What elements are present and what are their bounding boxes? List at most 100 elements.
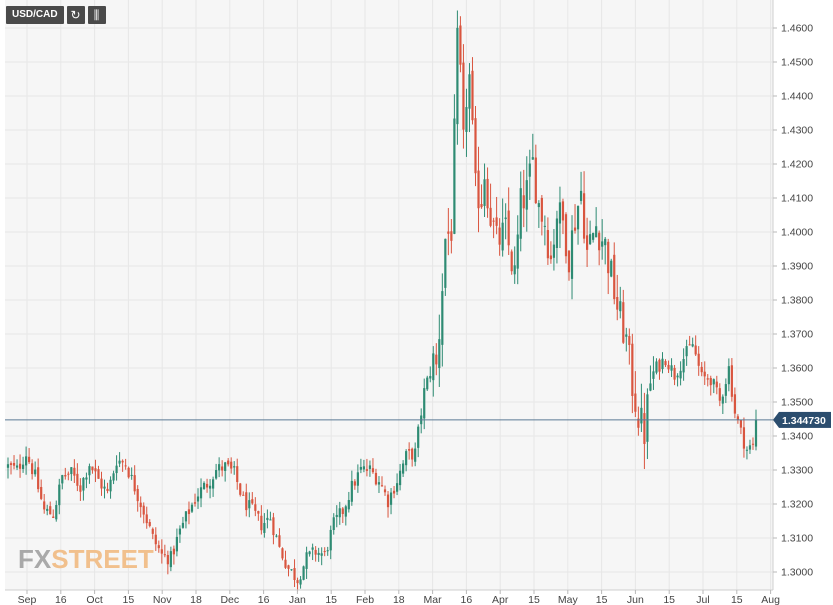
y-tick-label: 1.4500 xyxy=(781,57,813,69)
candle-body xyxy=(67,473,70,475)
candle-body xyxy=(555,218,559,249)
candle-body xyxy=(43,501,46,510)
candle-body xyxy=(742,427,746,449)
y-axis: 1.3000 1.3100 1.3200 1.3300 1.3400 1.3500 1.36… xyxy=(773,23,813,579)
candle-body xyxy=(661,358,664,370)
candle-body xyxy=(468,74,471,109)
candle-body xyxy=(438,339,441,369)
candle-body xyxy=(564,214,568,257)
candle-body xyxy=(682,359,685,373)
candle-body xyxy=(254,504,257,511)
candle-body xyxy=(679,370,682,379)
y-tick-label: 1.4400 xyxy=(781,91,813,103)
candle-body xyxy=(106,488,109,492)
candle-body xyxy=(486,178,489,209)
candle-body xyxy=(417,426,420,448)
candle-body xyxy=(748,445,752,450)
y-tick-label: 1.4600 xyxy=(781,23,813,35)
candle-body xyxy=(613,254,616,300)
candle-body xyxy=(489,207,492,226)
candle-body xyxy=(631,343,634,396)
current-price-label: 1.344730 xyxy=(782,415,826,427)
candle-body xyxy=(658,359,661,372)
refresh-icon[interactable]: ↻ xyxy=(66,6,85,24)
candle-body xyxy=(31,463,34,475)
x-tick-label: 16 xyxy=(55,594,67,605)
candle-body xyxy=(589,234,592,245)
candle-body xyxy=(187,509,191,515)
candle-body xyxy=(462,62,465,130)
y-tick-label: 1.4200 xyxy=(781,159,813,171)
candle-body xyxy=(540,197,543,222)
candle-body xyxy=(637,418,640,428)
candle-body xyxy=(676,375,679,378)
candle-body xyxy=(242,494,245,496)
candle-body xyxy=(694,345,697,355)
candle-body xyxy=(278,535,281,547)
candle-body xyxy=(643,413,646,444)
candle-body xyxy=(546,230,549,259)
candle-body xyxy=(257,511,260,514)
candle-body xyxy=(498,227,501,245)
y-tick-label: 1.3600 xyxy=(781,363,813,375)
candle-body xyxy=(673,367,676,380)
candle-body xyxy=(58,484,61,506)
candle-body xyxy=(447,231,450,234)
indicators-icon[interactable]: ⫼ xyxy=(87,6,106,24)
candle-body xyxy=(49,506,52,515)
chart-toolbar: USD/CAD ↻ ⫼ xyxy=(6,6,106,24)
candle-body xyxy=(82,477,85,491)
candle-body xyxy=(386,494,390,508)
x-tick-label: 16 xyxy=(258,594,270,605)
x-axis: Sep 16 Oct 15 Nov 18 Dec 16 Jan 15 Feb 18 Mar 16 Apr 15… xyxy=(18,590,780,605)
candle-body xyxy=(341,508,344,514)
candle-body xyxy=(721,396,724,404)
candle-body xyxy=(55,505,58,520)
candle-body xyxy=(377,482,381,485)
candle-body xyxy=(435,354,438,365)
candle-body xyxy=(166,554,169,565)
candle-body xyxy=(628,336,631,346)
candle-body xyxy=(507,210,510,246)
candle-body xyxy=(640,407,643,424)
candle-body xyxy=(218,464,221,471)
symbol-button[interactable]: USD/CAD xyxy=(6,6,64,24)
x-tick-label: 15 xyxy=(663,594,675,605)
y-tick-label: 1.3400 xyxy=(781,431,813,443)
x-tick-label: May xyxy=(558,594,579,605)
candle-body xyxy=(492,220,495,222)
y-tick-label: 1.3900 xyxy=(781,261,813,273)
candle-body xyxy=(142,505,145,515)
candle-body xyxy=(395,483,399,492)
current-price-label-bg xyxy=(779,411,831,428)
candle-body xyxy=(317,552,320,555)
candle-body xyxy=(730,365,733,397)
candle-body xyxy=(347,500,350,510)
candle-body xyxy=(595,226,598,238)
candle-body xyxy=(160,549,163,554)
candle-body xyxy=(712,379,715,385)
candle-body xyxy=(703,371,706,377)
candle-body xyxy=(519,188,522,239)
x-tick-label: Jan xyxy=(289,594,306,605)
candle-body xyxy=(745,449,749,451)
candle-body xyxy=(531,157,534,160)
candle-body xyxy=(202,482,206,489)
candle-body xyxy=(691,344,694,347)
candle-body xyxy=(332,517,335,531)
candle-body xyxy=(715,381,718,388)
candle-body xyxy=(619,301,622,312)
candle-body xyxy=(37,467,40,490)
x-tick-label: Sep xyxy=(18,594,37,605)
candle-body xyxy=(287,565,290,569)
candle-body xyxy=(215,470,218,479)
candle-body xyxy=(453,118,456,234)
candle-body xyxy=(450,231,453,241)
candle-body xyxy=(130,474,133,477)
candle-body xyxy=(18,463,22,469)
y-tick-label: 1.3100 xyxy=(781,533,813,545)
candle-body xyxy=(501,222,504,251)
candle-body xyxy=(199,487,203,499)
y-tick-label: 1.4000 xyxy=(781,227,813,239)
